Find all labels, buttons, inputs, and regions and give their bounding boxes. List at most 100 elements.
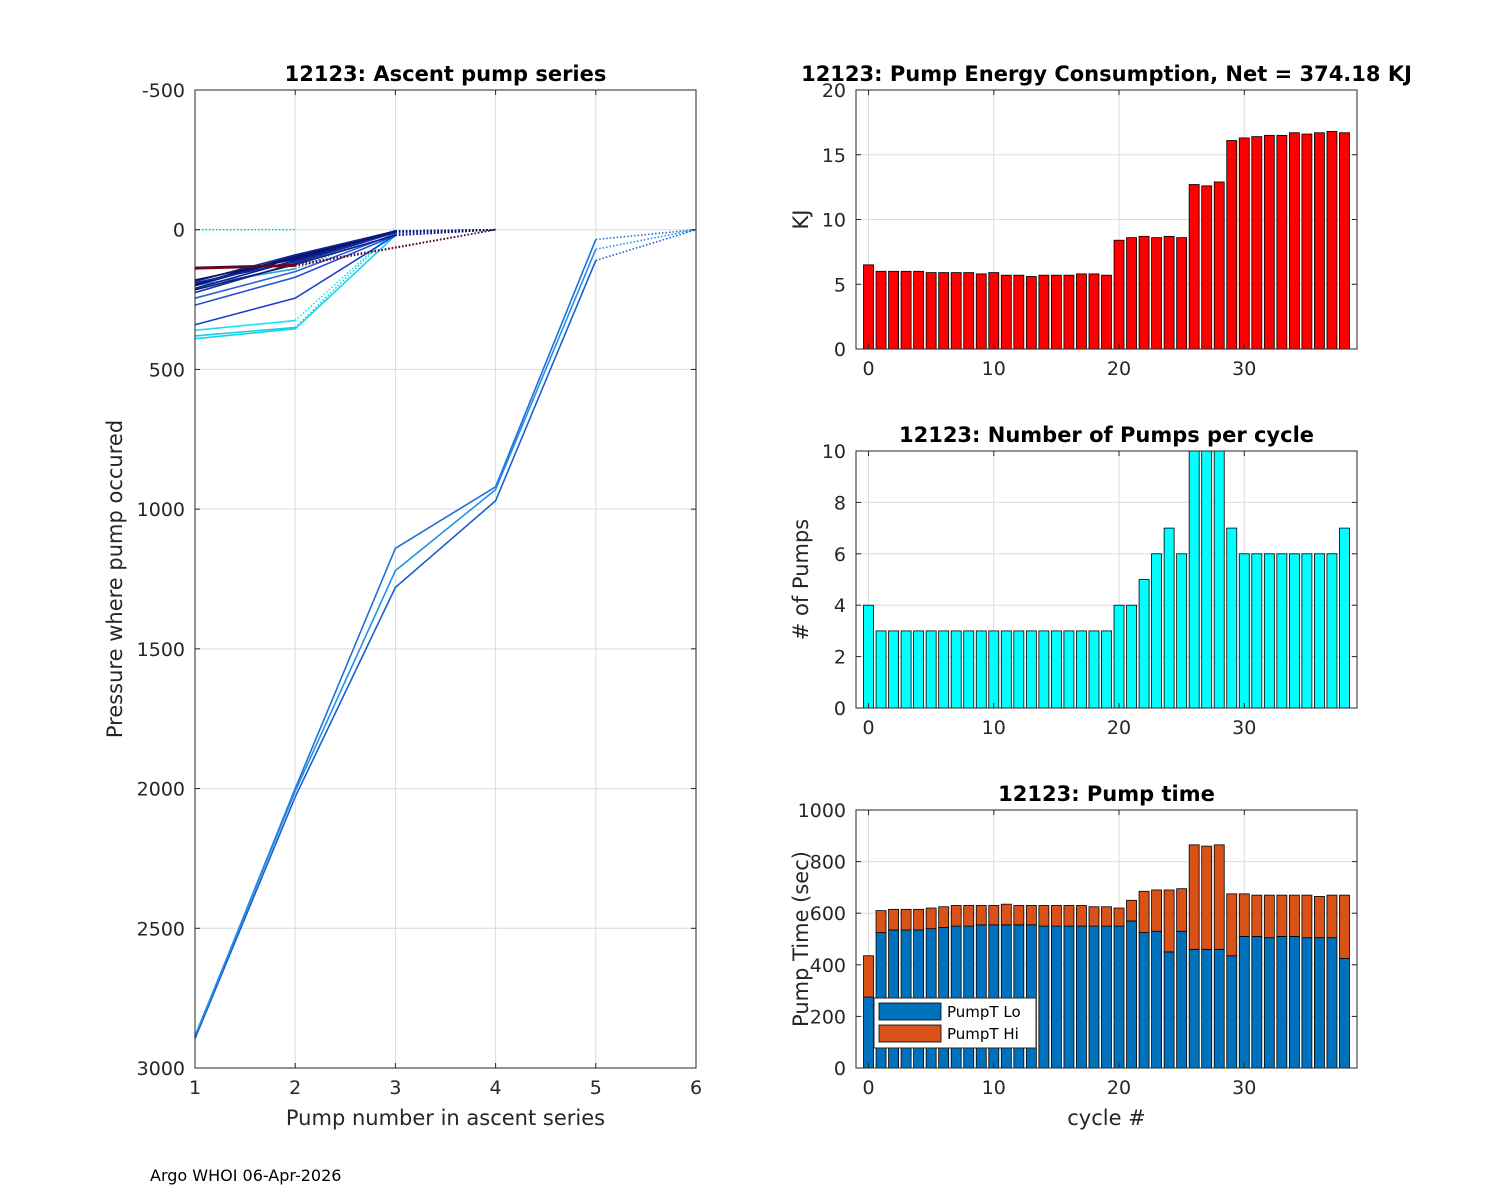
ascent-series-dotted	[395, 228, 496, 237]
ascent-ytick-label: 500	[149, 359, 185, 381]
ascent-series-solid	[194, 326, 296, 337]
pumptime-bar-hi	[1276, 894, 1288, 937]
ascent-ytick-label: 0	[173, 220, 185, 242]
pumptime-bar-hi	[1288, 894, 1300, 937]
pumps-bar	[975, 630, 987, 709]
energy-ytick-label: 20	[822, 80, 846, 102]
pumptime-bar-lo	[1238, 936, 1250, 1069]
pumptime-bar-hi	[1050, 905, 1062, 927]
pumptime-xlabel: cycle #	[1067, 1106, 1146, 1130]
energy-bar	[1000, 274, 1012, 350]
energy-bar	[900, 270, 912, 350]
pumptime-bar-lo	[1126, 920, 1137, 1069]
pumptime-bar-lo	[1314, 937, 1325, 1069]
energy-bar	[1326, 131, 1338, 350]
pumps-ytick-label: 4	[834, 595, 846, 617]
pumptime-bar-lo	[1326, 937, 1338, 1069]
ascent-series-solid	[194, 248, 597, 1037]
pumps-bar	[1238, 553, 1250, 709]
pumps-xtick-label: 30	[1232, 717, 1256, 739]
pumptime-bar-hi	[938, 906, 950, 928]
pumps-ytick-label: 0	[834, 698, 846, 720]
pumptime-ytick-label: 200	[810, 1006, 846, 1028]
energy-xtick-label: 30	[1232, 358, 1256, 380]
pumps-bar	[1226, 527, 1238, 709]
energy-ytick-label: 5	[834, 274, 846, 296]
pumps-bar	[1314, 553, 1325, 709]
pumps-bar	[950, 630, 962, 709]
energy-bar	[1113, 239, 1125, 350]
pumps-bar	[1113, 604, 1125, 709]
pumps-bar	[938, 630, 950, 709]
pumptime-bar-lo	[1339, 957, 1350, 1069]
pumptime-bar-hi	[1263, 894, 1275, 939]
energy-bar	[1251, 136, 1263, 350]
pumptime-ytick-label: 800	[810, 852, 846, 874]
pumptime-bar-lo	[1163, 951, 1175, 1069]
energy-bar	[975, 273, 987, 350]
pumps-bar	[1126, 604, 1137, 709]
energy-bar	[1238, 137, 1250, 350]
ascent-xlabel: Pump number in ascent series	[286, 1106, 605, 1130]
pumptime-bar-lo	[1176, 930, 1188, 1069]
pumps-ytick-label: 6	[834, 544, 846, 566]
pumptime-bar-hi	[1063, 905, 1075, 927]
pumptime-bar-lo	[1188, 948, 1200, 1069]
energy-bar	[1263, 134, 1275, 350]
energy-bar	[1151, 237, 1163, 350]
pumps-bar	[1151, 553, 1163, 709]
ascent-series-solid	[194, 230, 396, 281]
pumptime-legend-swatch	[878, 1002, 942, 1021]
pumps-axes-box	[855, 450, 1358, 709]
energy-bar	[1013, 274, 1025, 350]
ascent-series-solid	[194, 319, 296, 332]
energy-bar	[1201, 185, 1213, 350]
ascent-ytick-label: -500	[142, 80, 185, 102]
energy-bar	[925, 272, 937, 350]
energy-bar	[1025, 276, 1037, 350]
ascent-title: 12123: Ascent pump series	[285, 62, 607, 86]
ascent-series-dotted	[595, 228, 697, 241]
pumps-bar	[1101, 630, 1112, 709]
pumps-bar	[1050, 630, 1062, 709]
pumptime-xtick-label: 30	[1232, 1077, 1256, 1099]
energy-bar	[1276, 134, 1288, 350]
pumptime-bar-hi	[1076, 905, 1087, 927]
pumps-bar	[1188, 450, 1200, 709]
pumptime-bar-hi	[1314, 896, 1325, 939]
pumptime-bar-lo	[863, 996, 874, 1069]
pumptime-bar-hi	[1113, 907, 1125, 927]
energy-ylabel: KJ	[789, 210, 813, 230]
pumps-bar	[1013, 630, 1025, 709]
pumps-bar	[1201, 450, 1213, 709]
pumptime-bar-hi	[900, 908, 912, 931]
pumps-bar	[963, 630, 975, 709]
pumps-title: 12123: Number of Pumps per cycle	[899, 423, 1314, 447]
pumptime-bar-hi	[1101, 906, 1112, 927]
pumps-ytick-label: 8	[834, 492, 846, 514]
ascent-series-solid	[194, 265, 296, 270]
ascent-xtick-label: 5	[590, 1077, 602, 1099]
energy-bar	[963, 272, 975, 350]
pumptime-bar-hi	[1151, 889, 1163, 932]
ascent-axes-box	[194, 89, 697, 1069]
footer-label: Argo WHOI 06-Apr-2026	[150, 1166, 342, 1185]
pumptime-bar-lo	[1201, 948, 1213, 1069]
pumps-bar	[1176, 553, 1188, 709]
ascent-series-solid	[194, 231, 396, 284]
pumptime-bar-lo	[1151, 930, 1163, 1069]
ascent-series-solid	[194, 234, 396, 326]
pumps-xtick-label: 0	[862, 717, 874, 739]
ascent-plot-area	[195, 90, 696, 1068]
pumps-bar	[1326, 553, 1338, 709]
ascent-ytick-label: 2000	[137, 779, 185, 801]
energy-bar	[1288, 132, 1300, 350]
pumps-bar	[863, 604, 874, 709]
pumps-bar	[988, 630, 1000, 709]
ascent-ytick-label: 3000	[137, 1058, 185, 1080]
pumptime-axes-box	[855, 809, 1358, 1069]
ascent-ytick-label: 2500	[137, 918, 185, 940]
energy-bar	[888, 270, 899, 350]
ascent-series-solid	[194, 260, 597, 1039]
